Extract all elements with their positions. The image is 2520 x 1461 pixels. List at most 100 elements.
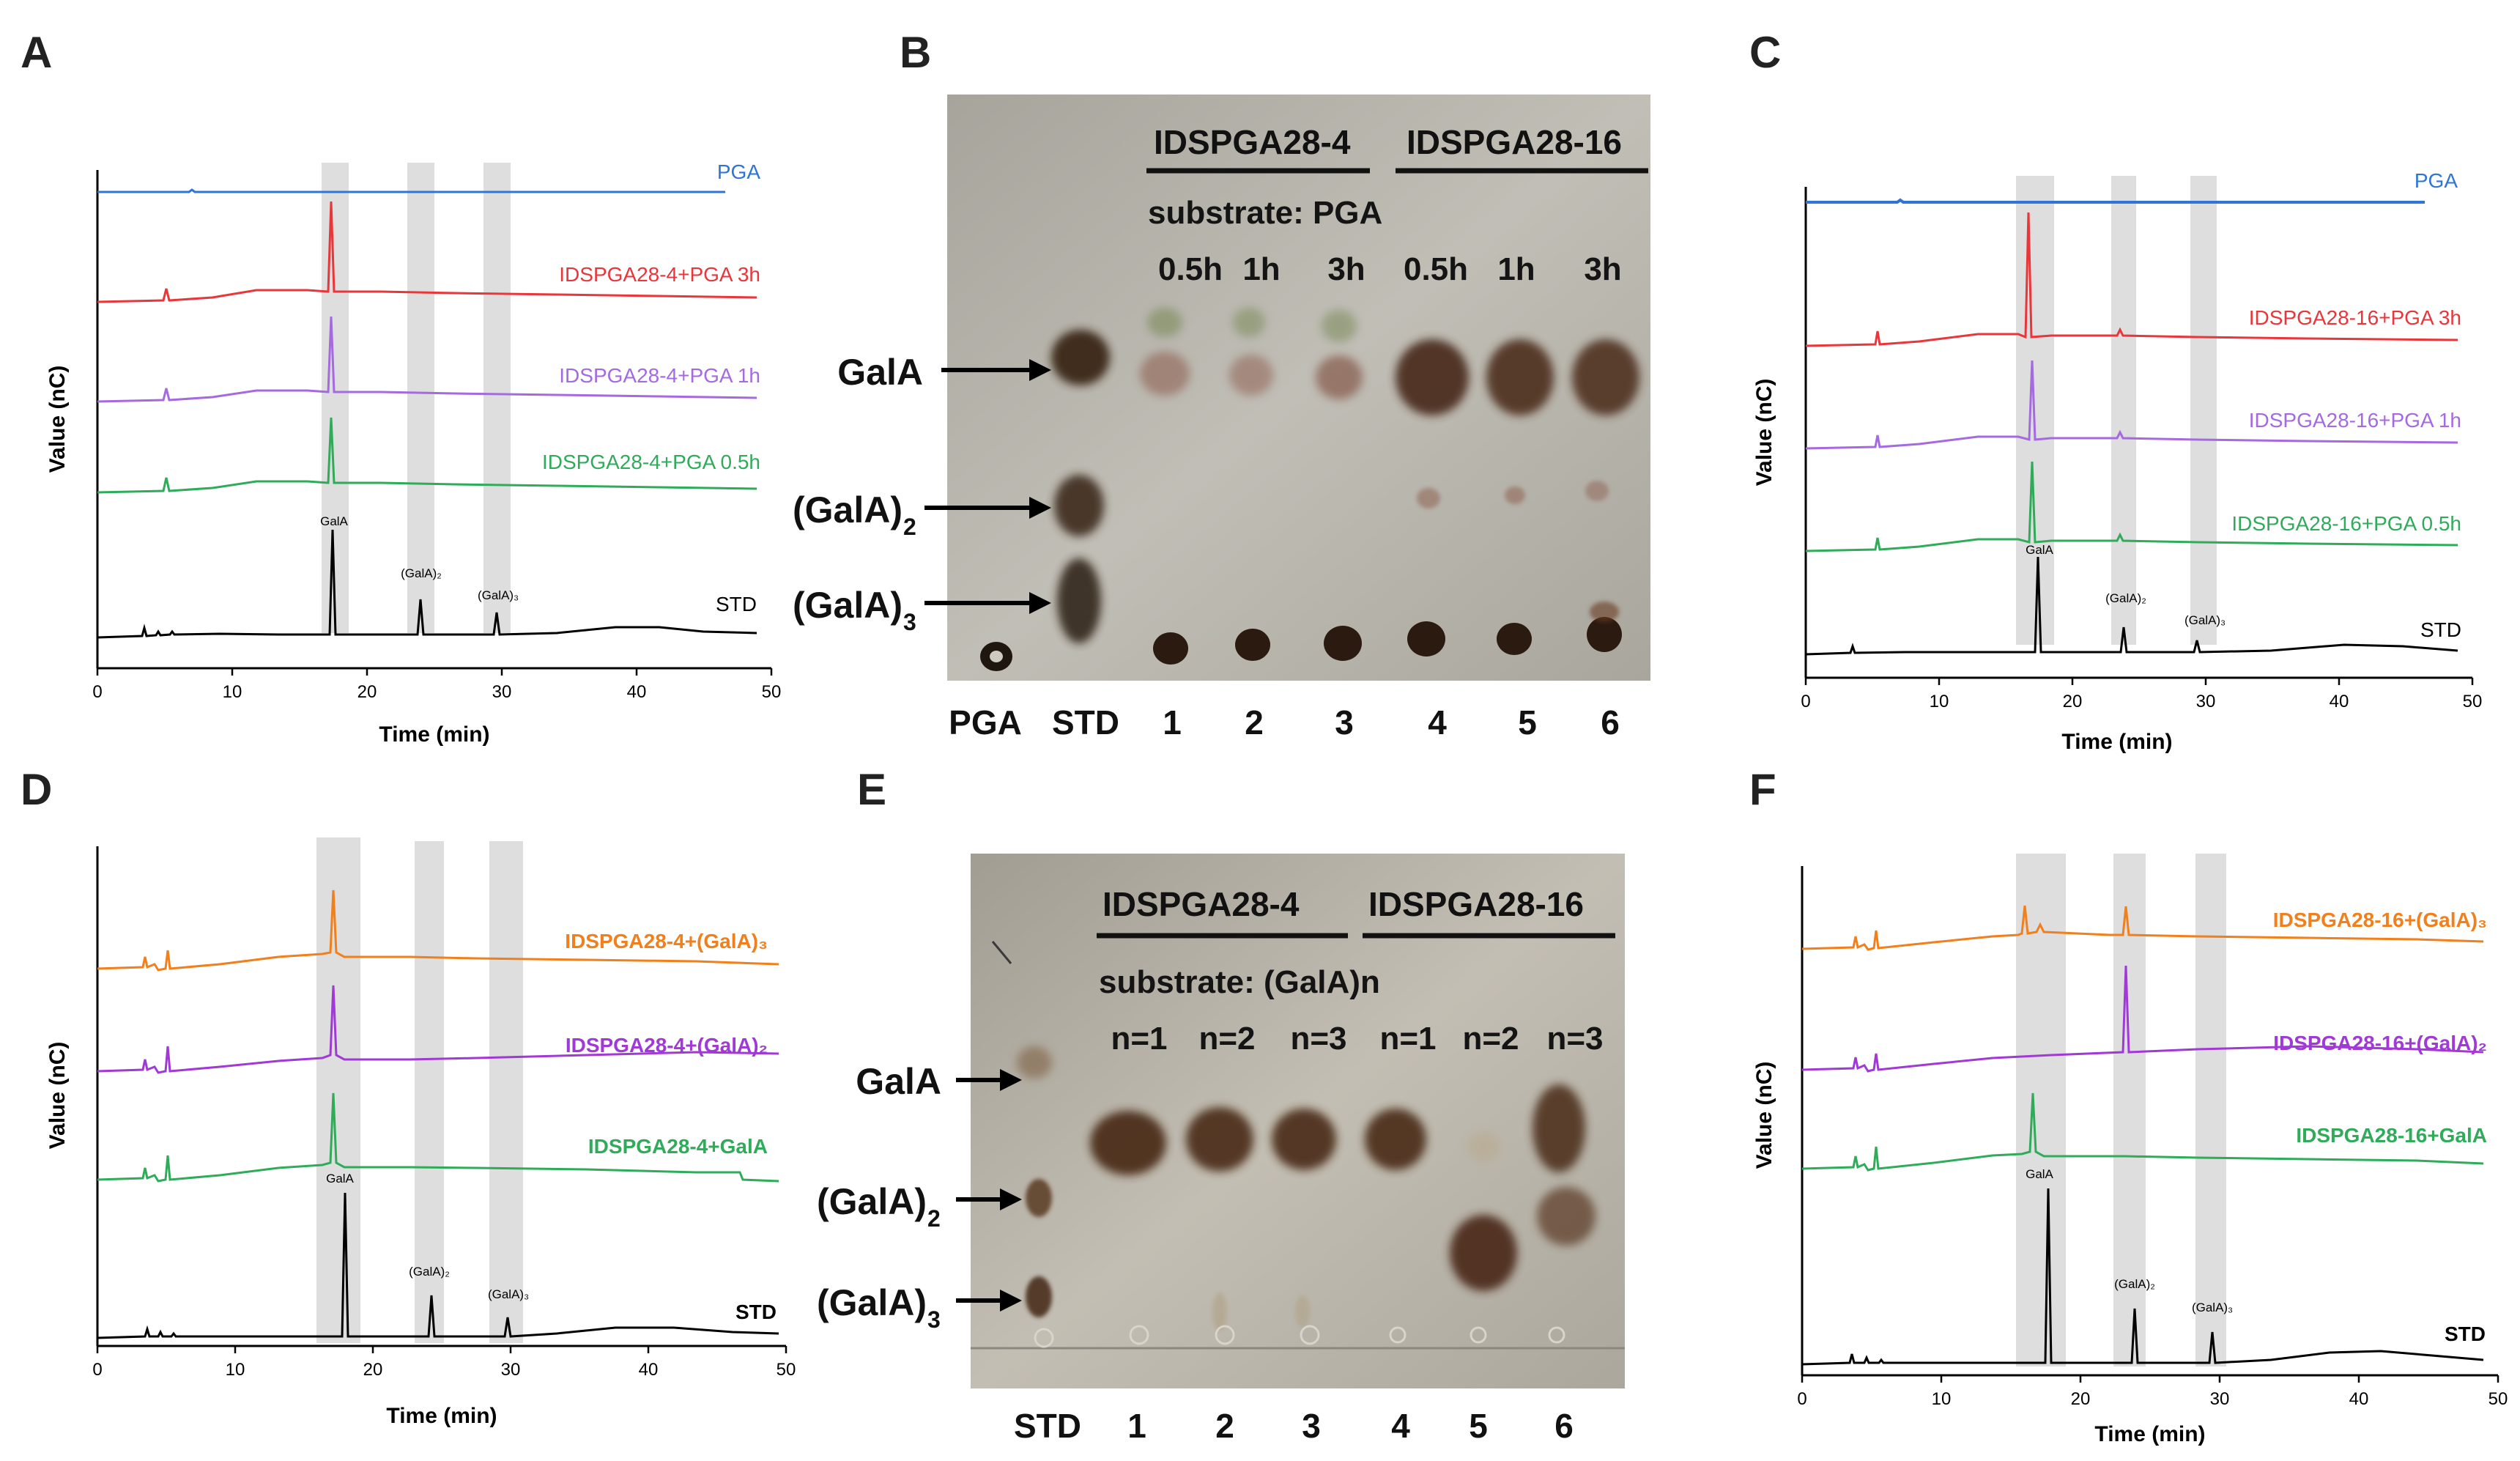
- tlc-spot: [1051, 330, 1110, 385]
- compound-label-gala: GalA: [837, 352, 923, 393]
- time-label: 1h: [1242, 251, 1280, 287]
- tlc-spot: [1316, 355, 1363, 399]
- time-label: 1h: [1497, 251, 1535, 287]
- lane-label: 1: [1163, 703, 1182, 741]
- tlc-spot: [1026, 1276, 1052, 1317]
- highlight-band-tri: [483, 163, 511, 633]
- lane-label: 5: [1469, 1407, 1488, 1445]
- tlc-spot: [1186, 1107, 1253, 1172]
- x-tick-label: 0: [1801, 692, 1810, 711]
- tlc-spot: [1486, 339, 1554, 415]
- trace-std: [1801, 1188, 2484, 1366]
- compound-subscript-tri: 3: [903, 609, 916, 635]
- compound-subscript-tri: 3: [927, 1306, 941, 1333]
- group-label-2: IDSPGA28-16: [1368, 885, 1584, 923]
- panel-label-b: B: [900, 28, 931, 77]
- panel-e: E IDSPGA28-4 IDSPGA28-: [817, 765, 1625, 1445]
- x-tick-label: 0: [92, 1360, 102, 1380]
- trace-label-1h: IDSPGA28-16+PGA 1h: [2249, 409, 2461, 432]
- arrow-head: [1000, 1188, 1022, 1210]
- highlight-band-tri: [489, 841, 523, 1343]
- tlc-spot: [1054, 475, 1104, 536]
- time-label: 0.5h: [1404, 251, 1468, 287]
- trace-1h: [97, 316, 757, 403]
- lane-label: STD: [1014, 1407, 1081, 1445]
- tlc-spot: [1235, 629, 1270, 661]
- compound-label-tri: (GalA): [817, 1282, 927, 1323]
- origin-mark: [1470, 1326, 1487, 1344]
- trace-label-galA: IDSPGA28-16+GalA: [2296, 1124, 2487, 1147]
- x-tick-label: 40: [627, 682, 647, 702]
- peak-label-gala: GalA: [320, 514, 348, 528]
- trace-std: [1805, 556, 2458, 656]
- tlc-spot: [1467, 1132, 1500, 1161]
- x-ticks: 0 10 20 30 40 50: [1801, 678, 2482, 711]
- origin-mark: [1389, 1326, 1407, 1344]
- x-tick-label: 20: [2063, 692, 2083, 711]
- trace-galA3: [97, 889, 779, 972]
- panel-c: C 0 10 20 30 40 50 Time (min) Value (nC)…: [1749, 28, 2482, 754]
- x-tick-label: 50: [2463, 692, 2483, 711]
- compound-label-tri: (GalA): [793, 585, 903, 626]
- x-tick-label: 0: [92, 682, 102, 702]
- x-tick-label: 40: [639, 1360, 659, 1380]
- highlight-band-di: [2111, 176, 2136, 645]
- peak-label-di: (GalA)₂: [2114, 1277, 2155, 1291]
- plate-scratch: [991, 941, 1012, 964]
- origin-mark: [1034, 1328, 1054, 1348]
- tlc-spot: [1533, 1084, 1585, 1172]
- compound-label-di: (GalA): [817, 1181, 927, 1222]
- panel-label-f: F: [1749, 765, 1776, 814]
- n-label: n=2: [1198, 1021, 1255, 1057]
- trace-label-std: STD: [716, 593, 757, 615]
- origin-mark: [1215, 1325, 1235, 1345]
- x-tick-label: 40: [2330, 692, 2349, 711]
- n-label: n=3: [1546, 1021, 1603, 1057]
- tlc-spot: [1572, 339, 1639, 415]
- compound-subscript-di: 2: [903, 514, 916, 540]
- x-tick-label: 20: [363, 1360, 383, 1380]
- tlc-spots: [980, 308, 1639, 671]
- peak-label-tri: (GalA)₃: [2192, 1301, 2233, 1314]
- x-tick-label: 30: [501, 1360, 521, 1380]
- group-label-1: IDSPGA28-4: [1154, 123, 1351, 161]
- compound-label-di: (GalA): [793, 489, 903, 530]
- tlc-spot: [1505, 487, 1525, 504]
- x-axis-label: Time (min): [2094, 1422, 2205, 1446]
- trace-1h: [1805, 360, 2458, 450]
- trace-galA2: [97, 985, 779, 1074]
- lane-label: 3: [1335, 703, 1354, 741]
- tlc-spot: [1229, 355, 1273, 396]
- n-label: n=1: [1379, 1021, 1436, 1057]
- origin-mark: [1548, 1326, 1565, 1344]
- lane-label: 5: [1518, 703, 1537, 741]
- x-tick-label: 10: [1932, 1389, 1952, 1409]
- origin-mark: [1129, 1325, 1149, 1345]
- trace-galA2: [1801, 965, 2484, 1073]
- x-tick-label: 30: [2196, 692, 2216, 711]
- trace-label-std: STD: [735, 1301, 777, 1323]
- n-label: n=2: [1462, 1021, 1519, 1057]
- tlc-spot: [1017, 1046, 1052, 1079]
- n-label: n=3: [1290, 1021, 1346, 1057]
- trace-label-3h: IDSPGA28-4+PGA 3h: [559, 263, 760, 286]
- tlc-spot: [1147, 308, 1182, 337]
- trace-0.5h: [1805, 461, 2458, 552]
- y-axis-label: Value (nC): [45, 366, 70, 473]
- trace-label-pga: PGA: [2415, 169, 2458, 192]
- trace-label-galA2: IDSPGA28-16+(GalA)₂: [2273, 1032, 2487, 1054]
- x-tick-label: 50: [762, 682, 782, 702]
- highlight-band-di: [415, 841, 444, 1343]
- time-label: 0.5h: [1158, 251, 1223, 287]
- lane-label: 3: [1302, 1407, 1321, 1445]
- lane-label: 4: [1391, 1407, 1410, 1445]
- lane-label: 2: [1215, 1407, 1234, 1445]
- group-label-1: IDSPGA28-4: [1102, 885, 1300, 923]
- peak-label-gala: GalA: [326, 1172, 354, 1186]
- arrow-head: [1000, 1069, 1022, 1091]
- trace-pga: [1806, 198, 2425, 204]
- trace-3h: [97, 201, 757, 303]
- highlight-band-di: [407, 163, 434, 633]
- tlc-spot: [1295, 1295, 1310, 1328]
